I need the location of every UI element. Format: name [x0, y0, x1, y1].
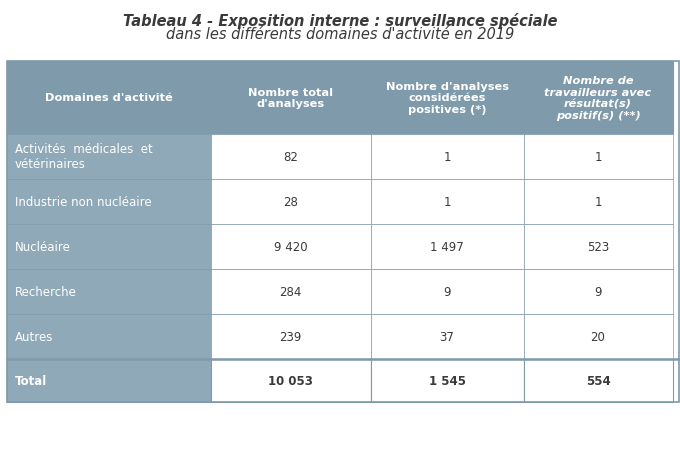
FancyBboxPatch shape	[211, 269, 371, 314]
Text: 9: 9	[594, 285, 602, 298]
Text: Nombre de
travailleurs avec
résultat(s)
positif(s) (**): Nombre de travailleurs avec résultat(s) …	[545, 76, 651, 121]
FancyBboxPatch shape	[371, 62, 524, 134]
FancyBboxPatch shape	[7, 269, 211, 314]
Text: dans les différents domaines d'activité en 2019: dans les différents domaines d'activité …	[166, 27, 514, 42]
Text: 1: 1	[443, 196, 451, 208]
FancyBboxPatch shape	[524, 269, 673, 314]
Text: Nombre d'analyses
considérées
positives (*): Nombre d'analyses considérées positives …	[386, 82, 509, 115]
Text: 37: 37	[440, 330, 454, 343]
FancyBboxPatch shape	[524, 359, 673, 402]
Text: 82: 82	[284, 151, 298, 163]
FancyBboxPatch shape	[371, 269, 524, 314]
FancyBboxPatch shape	[211, 62, 371, 134]
FancyBboxPatch shape	[371, 224, 524, 269]
FancyBboxPatch shape	[371, 359, 524, 402]
Text: 239: 239	[279, 330, 302, 343]
Text: 28: 28	[284, 196, 298, 208]
FancyBboxPatch shape	[7, 179, 211, 224]
FancyBboxPatch shape	[7, 134, 211, 179]
FancyBboxPatch shape	[524, 62, 673, 134]
Text: Nombre total
d'analyses: Nombre total d'analyses	[248, 88, 333, 109]
Text: 1: 1	[594, 151, 602, 163]
FancyBboxPatch shape	[7, 359, 211, 402]
FancyBboxPatch shape	[211, 179, 371, 224]
Text: 1: 1	[594, 196, 602, 208]
FancyBboxPatch shape	[524, 314, 673, 359]
FancyBboxPatch shape	[371, 314, 524, 359]
FancyBboxPatch shape	[524, 179, 673, 224]
Text: 20: 20	[591, 330, 605, 343]
FancyBboxPatch shape	[371, 134, 524, 179]
Text: 9: 9	[443, 285, 451, 298]
FancyBboxPatch shape	[211, 359, 371, 402]
FancyBboxPatch shape	[371, 179, 524, 224]
FancyBboxPatch shape	[7, 314, 211, 359]
Text: 284: 284	[279, 285, 302, 298]
FancyBboxPatch shape	[524, 134, 673, 179]
Text: 9 420: 9 420	[274, 241, 307, 253]
Text: 1: 1	[443, 151, 451, 163]
Text: 523: 523	[587, 241, 609, 253]
Text: 10 053: 10 053	[269, 374, 313, 387]
Text: 1 497: 1 497	[430, 241, 464, 253]
Text: Industrie non nucléaire: Industrie non nucléaire	[15, 196, 152, 208]
FancyBboxPatch shape	[524, 224, 673, 269]
FancyBboxPatch shape	[211, 224, 371, 269]
Text: Autres: Autres	[15, 330, 53, 343]
Text: Nucléaire: Nucléaire	[15, 241, 71, 253]
Text: Recherche: Recherche	[15, 285, 77, 298]
Text: Domaines d'activité: Domaines d'activité	[45, 93, 173, 103]
Text: Tableau 4 - Exposition interne : surveillance spéciale: Tableau 4 - Exposition interne : surveil…	[123, 13, 557, 28]
FancyBboxPatch shape	[211, 134, 371, 179]
Text: Total: Total	[15, 374, 47, 387]
FancyBboxPatch shape	[7, 224, 211, 269]
FancyBboxPatch shape	[211, 314, 371, 359]
FancyBboxPatch shape	[7, 62, 211, 134]
Text: 1 545: 1 545	[428, 374, 466, 387]
Text: 554: 554	[585, 374, 611, 387]
Text: Activités  médicales  et
vétérinaires: Activités médicales et vétérinaires	[15, 143, 153, 171]
